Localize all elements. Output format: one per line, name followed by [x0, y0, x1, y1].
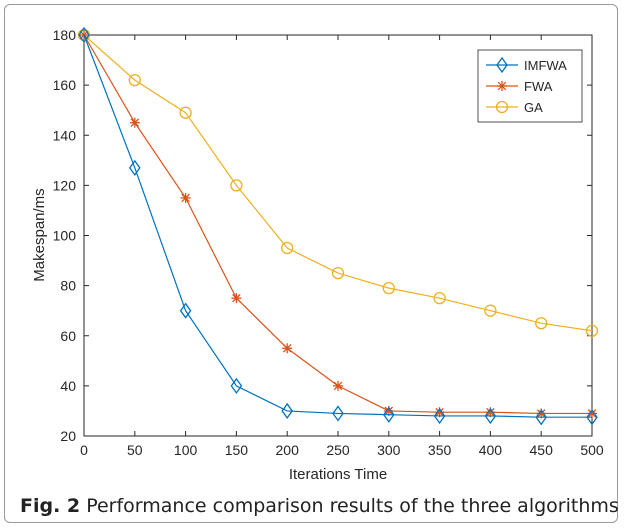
- data-point-ga: [433, 292, 446, 305]
- data-point-imfwa: [484, 407, 497, 425]
- x-tick-label: 350: [428, 442, 452, 458]
- caption-text: Performance comparison results of the th…: [80, 495, 619, 517]
- legend-marker-fwa: [497, 81, 507, 91]
- data-point-imfwa: [332, 405, 344, 422]
- axis-ticks: 0 50 100 150 200 250 300 350 400 450 500 20 40 60 80 10…: [53, 27, 604, 458]
- x-tick-label: 450: [530, 442, 554, 458]
- data-point-ga: [535, 317, 548, 330]
- data-point-ga: [128, 73, 141, 87]
- series-ga: [77, 28, 599, 337]
- data-point-imfwa: [78, 26, 90, 44]
- figure-caption: Fig. 2 Performance comparison results of…: [20, 495, 619, 517]
- x-tick-label: 250: [326, 442, 350, 458]
- data-point-ga: [230, 179, 243, 192]
- legend-marker-imfwa: [496, 56, 508, 74]
- data-point-fwa: [282, 343, 293, 354]
- data-point-fwa: [333, 380, 343, 391]
- data-point-fwa: [129, 117, 140, 128]
- data-point-fwa: [231, 293, 242, 304]
- x-tick-label: 500: [580, 442, 604, 458]
- y-tick-label: 40: [60, 378, 76, 394]
- data-point-ga: [382, 281, 395, 295]
- legend: IMFWA FWA GA: [477, 49, 583, 123]
- series-line-ga: [83, 34, 593, 332]
- y-tick-label: 80: [60, 278, 76, 294]
- legend-label-fwa: FWA: [524, 79, 553, 94]
- x-tick-label: 300: [377, 442, 401, 458]
- legend-marker-ga: [495, 100, 509, 114]
- series-imfwa: [78, 26, 598, 426]
- y-axis-label: Makespan/ms: [31, 188, 48, 281]
- y-tick-label: 160: [53, 77, 77, 93]
- x-tick-label: 50: [127, 442, 143, 458]
- x-tick-label: 150: [225, 442, 249, 458]
- data-point-ga: [281, 241, 294, 255]
- y-tick-label: 20: [60, 428, 76, 444]
- x-axis-label: Iterations Time: [289, 466, 387, 483]
- data-point-imfwa: [383, 406, 395, 423]
- data-point-imfwa: [281, 402, 293, 420]
- x-tick-label: 0: [80, 442, 88, 458]
- data-point-imfwa: [129, 159, 141, 176]
- data-point-imfwa: [230, 377, 243, 394]
- x-tick-label: 200: [276, 442, 300, 458]
- y-tick-label: 100: [53, 228, 77, 244]
- data-point-ga: [484, 304, 497, 317]
- data-point-imfwa: [179, 302, 192, 319]
- series-layer: [77, 26, 599, 426]
- x-tick-label: 100: [174, 442, 198, 458]
- y-tick-label: 60: [60, 328, 76, 344]
- data-point-ga: [179, 106, 192, 119]
- y-tick-label: 180: [53, 27, 77, 43]
- data-point-imfwa: [586, 409, 598, 426]
- data-point-imfwa: [535, 409, 547, 426]
- data-point-ga: [331, 266, 345, 280]
- series-line-imfwa: [83, 34, 592, 418]
- data-point-fwa: [180, 192, 191, 203]
- data-point-imfwa: [433, 407, 446, 425]
- line-chart: 0 50 100 150 200 250 300 350 400 450 500 20 40 60 80 10…: [31, 26, 604, 483]
- y-tick-label: 120: [53, 177, 77, 193]
- legend-label-imfwa: IMFWA: [524, 58, 567, 73]
- series-fwa: [79, 30, 597, 419]
- data-point-ga: [585, 324, 599, 337]
- y-tick-label: 140: [53, 127, 77, 143]
- x-tick-label: 400: [479, 442, 503, 458]
- caption-label: Fig. 2: [20, 495, 81, 517]
- legend-label-ga: GA: [524, 100, 543, 115]
